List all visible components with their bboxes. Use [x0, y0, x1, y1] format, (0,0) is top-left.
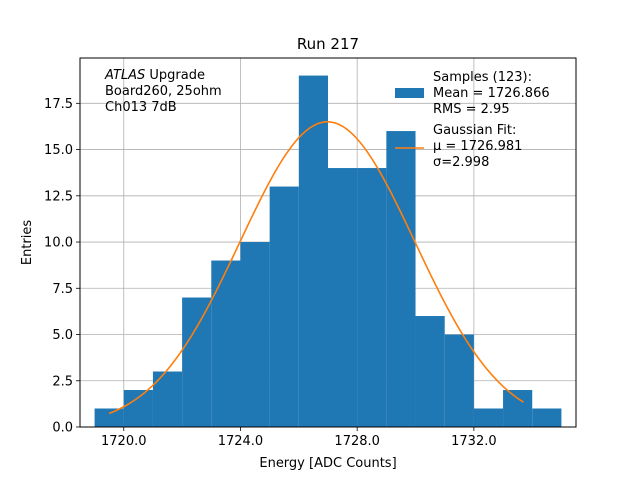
axis-ticks: 1720.0 1724.0 1728.0 1732.0 0.0 2.5 5.0 7.5 10.0…	[44, 97, 497, 449]
legend-label-samples: RMS = 2.95	[433, 102, 510, 117]
histogram-bars	[94, 75, 562, 428]
y-tick-label: 12.5	[44, 189, 73, 204]
x-tick-label: 1724.0	[218, 434, 264, 449]
axes-frame	[79, 57, 577, 428]
legend-patch-samples	[395, 88, 424, 98]
legend: Samples (123): Mean = 1726.866 RMS = 2.9…	[395, 70, 550, 170]
atlas-annotation: ATLAS Upgrade Board260, 25ohm Ch013 7dB	[104, 68, 222, 115]
annotation-suffix: Upgrade	[145, 68, 205, 83]
legend-label-samples: Mean = 1726.866	[433, 86, 550, 101]
histogram-bar	[532, 408, 562, 427]
histogram-bar	[240, 242, 270, 427]
y-tick-label: 10.0	[44, 236, 73, 251]
histogram-bar	[357, 168, 387, 428]
x-axis-label: Energy [ADC Counts]	[259, 456, 396, 471]
y-tick-label: 7.5	[52, 282, 73, 297]
x-tick-label: 1720.0	[101, 434, 147, 449]
y-tick-label: 17.5	[44, 97, 73, 112]
y-axis-label: Entries	[20, 220, 35, 266]
histogram-bar	[298, 75, 328, 428]
annotation-line: ATLAS Upgrade	[104, 68, 205, 83]
y-tick-label: 5.0	[52, 328, 73, 343]
gaussian-fit	[108, 121, 524, 415]
chart-title: Run 217	[297, 35, 359, 53]
histogram-bar	[386, 131, 416, 427]
histogram-bar	[473, 408, 504, 427]
histogram-bar	[328, 168, 358, 428]
histogram-bar	[182, 297, 212, 427]
gaussian-fit-curve	[108, 121, 524, 415]
histogram-bar	[415, 316, 445, 427]
y-tick-label: 2.5	[52, 374, 73, 389]
histogram-bar	[123, 390, 153, 427]
y-tick-label: 0.0	[52, 421, 73, 436]
annotation-line: Ch013 7dB	[105, 100, 177, 115]
legend-label-fit: σ=2.998	[433, 155, 489, 170]
x-tick-label: 1732.0	[451, 434, 497, 449]
histogram-bar	[211, 260, 241, 427]
histogram-bar	[94, 408, 124, 427]
legend-label-samples: Samples (123):	[433, 70, 532, 85]
annotation-atlas-italic: ATLAS	[104, 68, 145, 83]
histogram-bar	[444, 334, 474, 427]
legend-label-fit: Gaussian Fit:	[433, 123, 516, 138]
annotation-line: Board260, 25ohm	[105, 84, 222, 99]
legend-label-fit: μ = 1726.981	[433, 139, 522, 154]
histogram-bar	[269, 186, 299, 427]
histogram-bar	[503, 390, 533, 427]
y-tick-label: 15.0	[44, 143, 73, 158]
x-tick-label: 1728.0	[334, 434, 380, 449]
